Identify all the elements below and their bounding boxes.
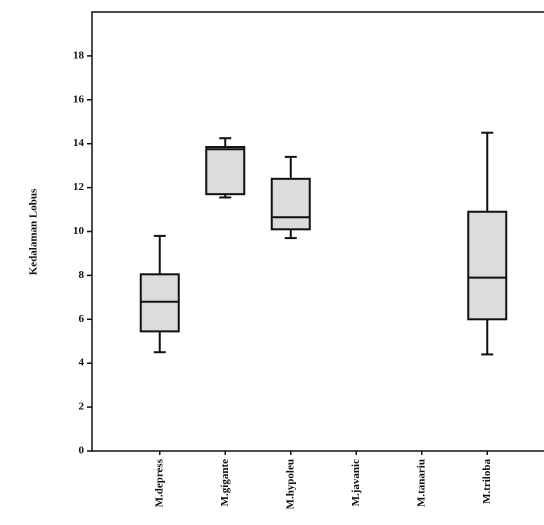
y-axis-label: Kedalaman Lobus xyxy=(28,188,40,275)
x-tick-label: M.depress xyxy=(153,458,165,507)
y-tick-label: 14 xyxy=(73,137,85,149)
y-tick-label: 2 xyxy=(79,401,85,413)
x-tick-label: M.gigante xyxy=(219,459,231,506)
y-tick-label: 10 xyxy=(73,225,85,237)
y-tick-label: 18 xyxy=(73,49,85,61)
x-tick-label: M.javanic xyxy=(350,459,362,506)
box xyxy=(141,274,179,331)
chart: Kedalaman Lobus 0 2 4 6 8 10 12 14 16 18 M.depress… xyxy=(0,0,544,525)
y-tick-label: 12 xyxy=(73,181,85,193)
box xyxy=(468,212,506,320)
x-tick-label: M.triloba xyxy=(481,459,493,504)
y-tick-label: 6 xyxy=(79,313,85,325)
box xyxy=(272,179,310,229)
box xyxy=(206,147,244,194)
y-tick-label: 0 xyxy=(79,445,85,457)
page: Kedalaman Lobus 0 2 4 6 8 10 12 14 16 18 M.depress… xyxy=(0,0,544,525)
y-tick-label: 16 xyxy=(73,93,85,105)
x-tick-label: M.tanariu xyxy=(415,459,427,507)
x-tick-label: M.hypoleu xyxy=(284,459,296,509)
y-tick-label: 8 xyxy=(79,269,85,281)
y-tick-label: 4 xyxy=(79,357,85,369)
